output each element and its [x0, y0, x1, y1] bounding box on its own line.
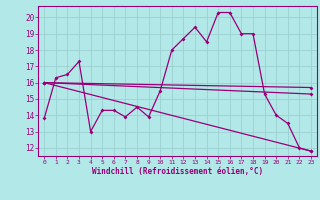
X-axis label: Windchill (Refroidissement éolien,°C): Windchill (Refroidissement éolien,°C) — [92, 167, 263, 176]
